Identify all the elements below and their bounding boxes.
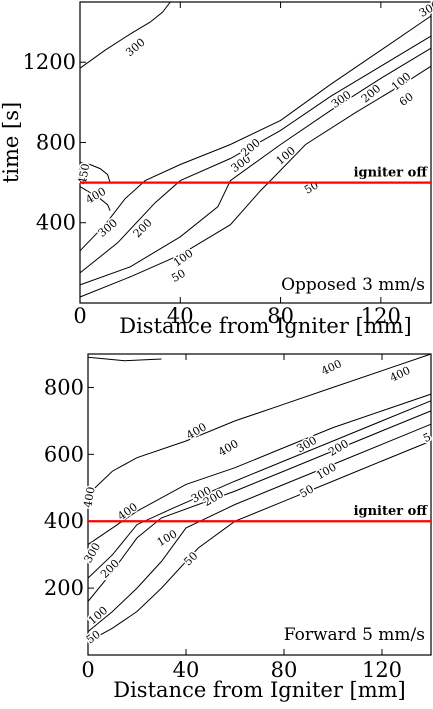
panel-2-y-tick-label: 400 <box>44 509 84 533</box>
panel-1-contour-400 <box>79 186 111 211</box>
panel-1-contour-label: 60 <box>397 90 416 109</box>
panel-1-contour-400 <box>79 162 111 183</box>
panel-2-contour-50 <box>87 440 432 643</box>
panel-1-plot-frame <box>79 1 432 304</box>
panel-1-x-tick-label: 120 <box>361 304 401 328</box>
panel-1-contour-50 <box>79 65 432 298</box>
panel-1-y-tick-label: 1200 <box>23 50 76 74</box>
panel-2-y-tick-label: 800 <box>44 375 84 399</box>
panel-2-contour-label: 50 <box>297 482 316 500</box>
panel-2-y-tick-label: 600 <box>44 442 84 466</box>
panel-2-plot-frame <box>87 353 432 656</box>
panel-2-contour-label: 200 <box>98 557 122 581</box>
panel-1-x-tick-label: 0 <box>73 304 86 328</box>
panel-1-contour-300 <box>79 1 171 69</box>
panel-2-x-tick-label: 80 <box>271 658 298 682</box>
panel-1-y-tick-label: 800 <box>36 130 76 154</box>
panel-2-contour-label: 400 <box>319 357 344 378</box>
panel-2-x-tick-label: 0 <box>81 658 94 682</box>
panel-1-x-tick-label: 40 <box>167 304 194 328</box>
panel-1-contour-label: 300 <box>96 216 120 239</box>
panel-2-contour-label: 50 <box>181 549 200 568</box>
panel-1-igniter-off-label: igniter off <box>354 166 429 181</box>
panel-2-contour-400 <box>87 393 432 546</box>
panel-2-x-tick-label: 40 <box>173 658 200 682</box>
panel-2-contour-label: 200 <box>326 437 351 459</box>
panel-1-y-tick-label: 400 <box>36 211 76 235</box>
panel-2-contour-label: 400 <box>216 437 241 459</box>
panel-2-contour-label: 400 <box>184 420 209 442</box>
panel-2-contour-400 <box>87 356 162 362</box>
panel-2-y-tick-label: 200 <box>44 576 84 600</box>
panel-2-contour-label: 50 <box>84 628 103 647</box>
panel-1-contour-label: 400 <box>83 185 108 207</box>
panel-1-contour-label: 450 <box>76 162 92 185</box>
panel-2-igniter-off-label: igniter off <box>354 504 429 519</box>
panel-1-contour-label: 200 <box>131 216 155 240</box>
panel-1-contour-label: 200 <box>359 82 383 105</box>
panel-2-contour-200 <box>87 410 432 602</box>
panel-2-contour-label: 400 <box>81 486 97 509</box>
panel-2-panel-label: Forward 5 mm/s <box>284 625 425 645</box>
panel-2-x-axis-title: Distance from Igniter [mm] <box>113 678 406 702</box>
panel-1-contour-label: 50 <box>302 178 321 196</box>
panel-2-contour-label: 100 <box>86 604 110 627</box>
panel-1-x-axis-title: Distance from Igniter [mm] <box>119 314 412 338</box>
panel-1-contour-100 <box>79 47 432 286</box>
panel-2-contour-400 <box>87 353 432 495</box>
panel-1-x-tick-label: 80 <box>267 304 294 328</box>
panel-1-contour-200 <box>79 35 432 274</box>
panel-2-contour-100 <box>87 423 432 632</box>
panel-2-contour-300 <box>87 400 432 579</box>
panel-1-contour-label: 50 <box>169 267 188 285</box>
panel-1-contour-label: 300 <box>329 88 354 111</box>
panel-1-contour-label: 300 <box>123 36 147 59</box>
panel-1-contour-label: 100 <box>171 247 196 270</box>
panel-1-panel-label: Opposed 3 mm/s <box>281 275 425 295</box>
panel-2-x-tick-label: 120 <box>362 658 402 682</box>
panel-2-contour-label: 300 <box>81 541 103 566</box>
panel-1-contour-300 <box>79 15 432 252</box>
panel-2-contour-label: 400 <box>115 500 140 523</box>
panel-1-contour-label: 100 <box>274 144 298 167</box>
panel-2-contour-label: 100 <box>155 527 180 549</box>
panel-1-y-axis-title: time [s] <box>0 102 23 183</box>
